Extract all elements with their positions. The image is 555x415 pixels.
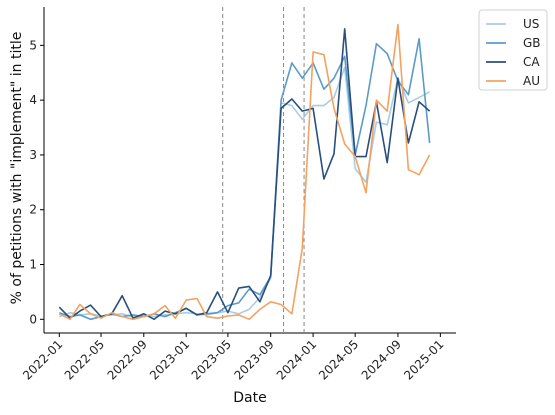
x-tick-label: 2024-05 [316,337,361,382]
event-markers [222,7,305,333]
y-tick-label: 0 [29,312,37,326]
y-tick-label: 5 [29,38,37,52]
x-axis-label: Date [233,390,266,406]
x-tick-label: 2023-05 [189,337,234,382]
y-tick-label: 4 [29,93,37,107]
legend-label-us: US [523,17,539,31]
x-tick-label: 2023-09 [231,337,276,382]
x-tick-label: 2023-01 [147,337,192,382]
legend-frame [478,9,548,91]
y-axis-ticks: 0 1 2 3 4 5 [29,38,44,326]
x-tick-label: 2022-09 [105,337,150,382]
x-tick-label: 2024-01 [274,337,319,382]
y-tick-label: 3 [29,148,37,162]
x-tick-label: 2025-01 [401,337,446,382]
series-line-ca [58,28,431,321]
axes [43,7,456,334]
y-tick-label: 2 [29,203,37,217]
series-line-gb [59,37,431,321]
x-tick-label: 2022-05 [62,337,107,382]
legend: US GB CA AU [478,9,548,91]
y-tick-label: 1 [29,258,37,272]
legend-label-gb: GB [523,36,541,50]
y-axis-label: % of petitions with "implement" in title [9,32,25,305]
x-tick-label: 2022-01 [20,337,65,382]
legend-label-au: AU [523,74,540,88]
legend-label-ca: CA [523,55,540,69]
x-axis-ticks: 2022-012022-052022-092023-012023-052023-… [20,333,447,383]
series-line-us [59,66,430,318]
x-tick-label: 2024-09 [359,337,404,382]
series-line-au [58,23,431,321]
series-lines [58,23,431,321]
